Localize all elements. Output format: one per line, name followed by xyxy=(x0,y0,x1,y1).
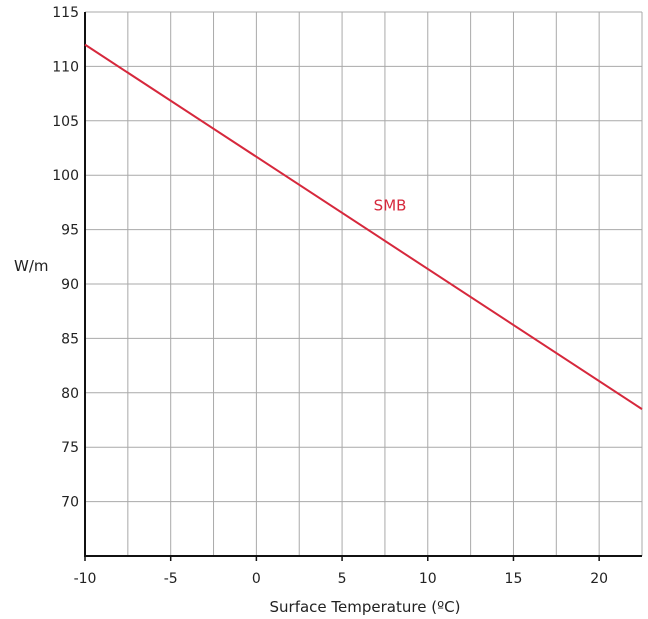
y-tick-label: 90 xyxy=(61,277,79,293)
y-tick-label: 75 xyxy=(61,440,79,456)
y-tick-label: 115 xyxy=(52,5,79,21)
grid xyxy=(85,12,642,556)
y-tick-label: 100 xyxy=(52,168,79,184)
y-tick-label: 70 xyxy=(61,495,79,511)
y-tick-labels: 70 75 80 85 90 95 100 105 110 115 xyxy=(52,5,79,511)
y-tick-label: 105 xyxy=(52,114,79,130)
y-tick-label: 80 xyxy=(61,386,79,402)
x-axis-label: Surface Temperature (ºC) xyxy=(270,598,461,616)
x-tick-label: 10 xyxy=(419,571,437,587)
series-line-smb xyxy=(85,45,642,409)
y-axis-label: W/m xyxy=(14,257,49,275)
x-tick-label: 20 xyxy=(590,571,608,587)
axes xyxy=(84,12,642,561)
x-tick-label: -10 xyxy=(74,571,97,587)
x-tick-label: -5 xyxy=(164,571,178,587)
x-tick-label: 15 xyxy=(505,571,523,587)
y-tick-label: 95 xyxy=(61,223,79,239)
y-tick-label: 85 xyxy=(61,331,79,347)
x-tick-label: 0 xyxy=(252,571,261,587)
series-label: SMB xyxy=(374,197,407,215)
y-tick-label: 110 xyxy=(52,59,79,75)
x-tick-labels: -10 -5 0 5 10 15 20 xyxy=(74,571,609,587)
series-group: SMB xyxy=(85,45,642,409)
x-tick-label: 5 xyxy=(338,571,347,587)
